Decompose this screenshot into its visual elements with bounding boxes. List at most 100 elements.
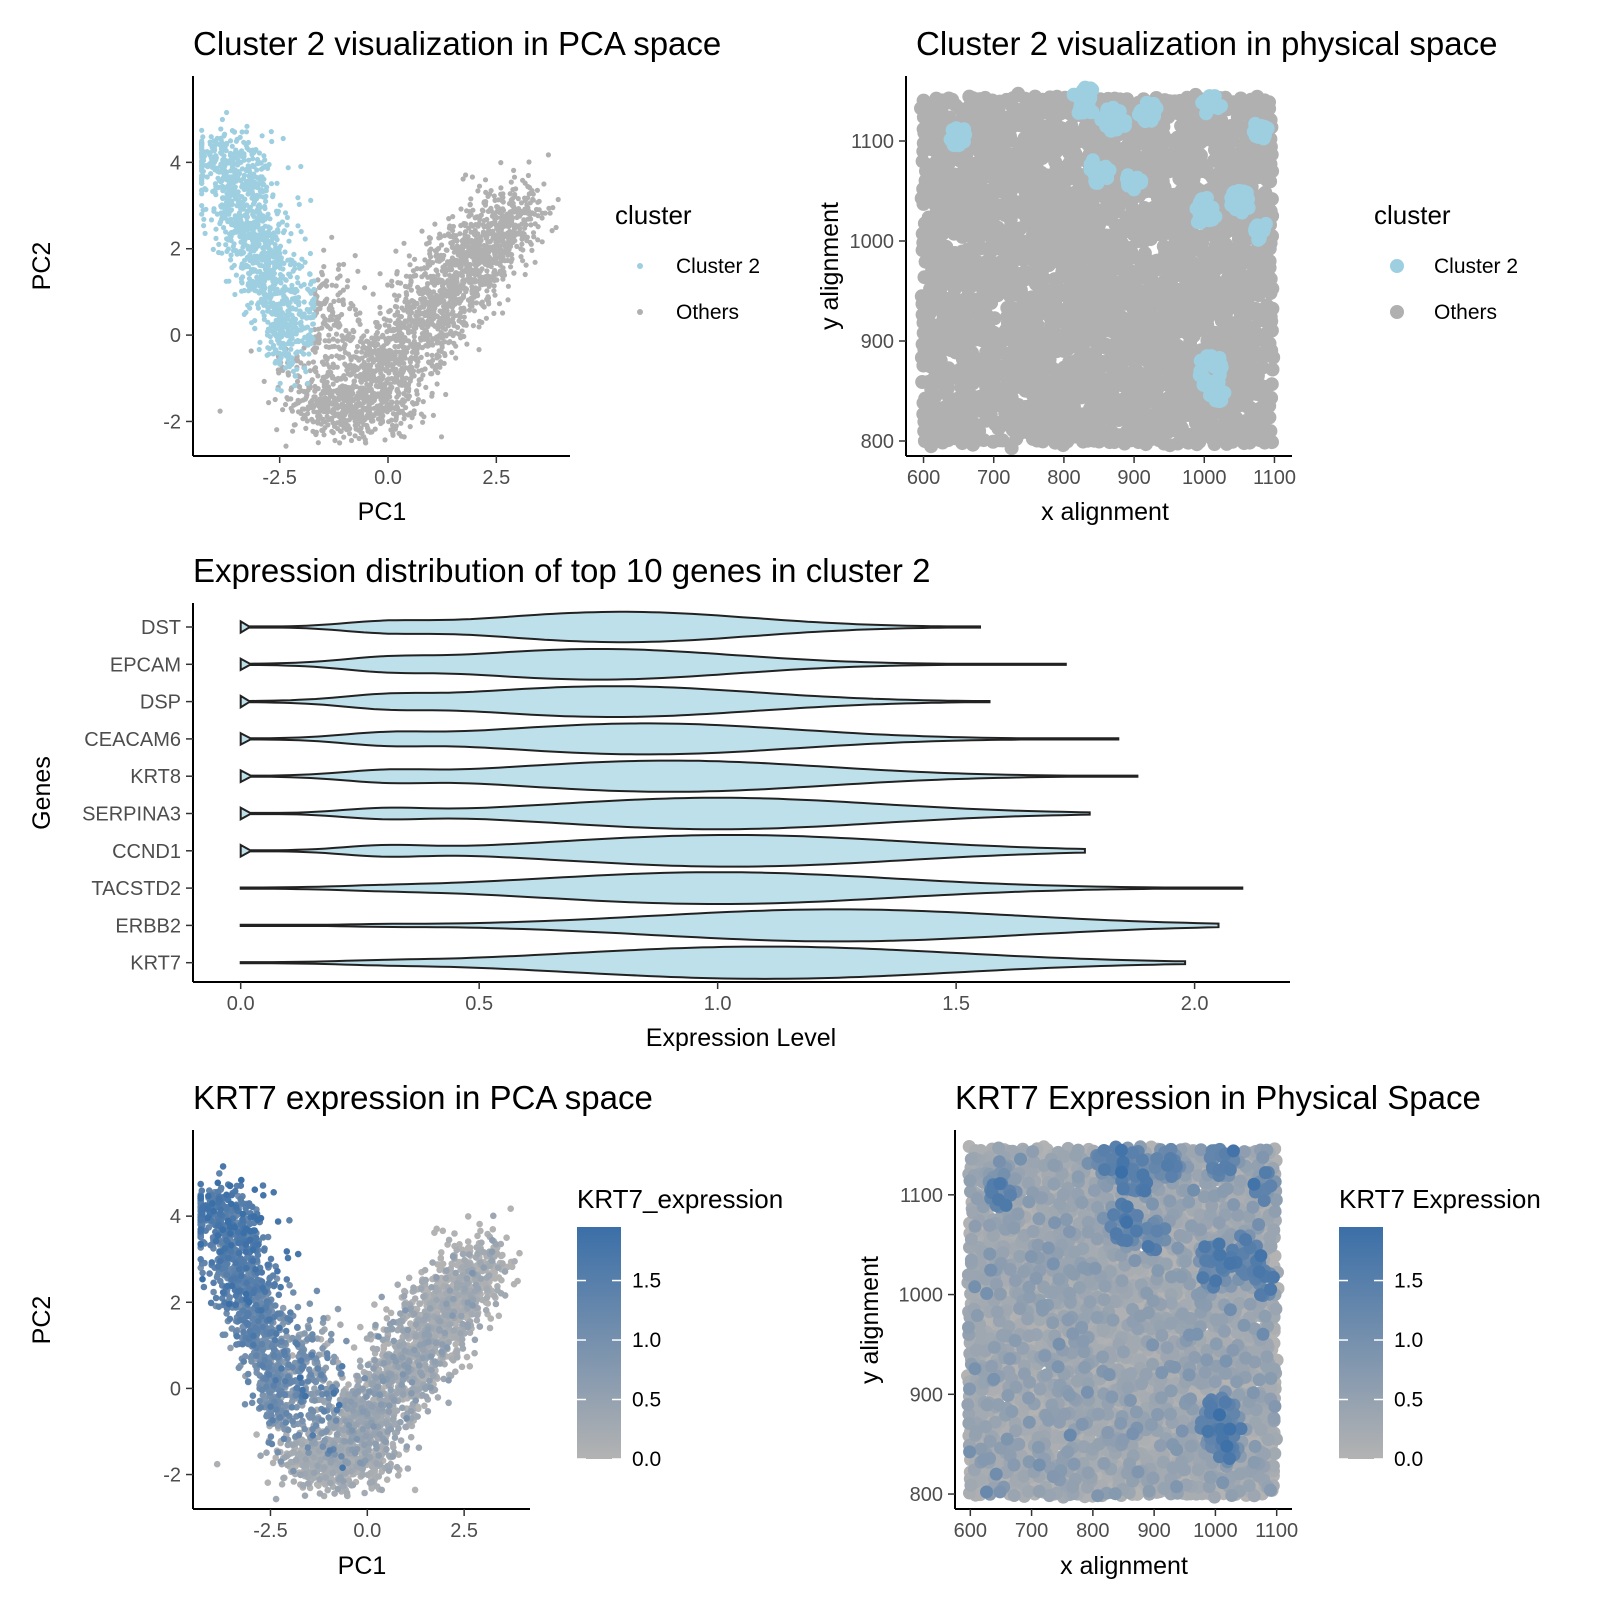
pca-cluster-point-others	[419, 367, 425, 373]
pca-cluster-point-cluster2	[277, 202, 283, 208]
pca-cluster-point-cluster2	[294, 349, 300, 355]
pca-cluster-point-others	[429, 276, 435, 282]
pca-cluster-point-cluster2	[249, 195, 255, 201]
pca-cluster-point-others	[433, 276, 439, 283]
pca-cluster-point-cluster2	[310, 321, 316, 327]
pca-cluster-point-others	[430, 412, 436, 418]
pca-cluster-point-others	[340, 300, 346, 306]
pca-cluster-point-cluster2	[199, 163, 205, 169]
pca-cluster-point-cluster2	[235, 189, 241, 195]
pca-cluster-point-others	[424, 351, 430, 358]
pca-cluster-point-cluster2	[291, 251, 297, 257]
pca-cluster-point-others	[317, 406, 323, 412]
pca-cluster-point-cluster2	[211, 206, 217, 212]
pca-cluster-point-others	[352, 433, 358, 439]
pca-cluster-point-cluster2	[281, 228, 287, 234]
pca-cluster-point-others	[335, 375, 341, 381]
pca-cluster-point-others	[396, 360, 402, 366]
pca-cluster-point-others	[360, 340, 366, 346]
pca-cluster-point-cluster2	[247, 176, 253, 182]
pca-cluster-point-cluster2	[308, 315, 314, 321]
pca-cluster-point-cluster2	[277, 319, 283, 325]
pca-cluster-point-others	[394, 271, 400, 277]
pca-cluster-point-others	[430, 336, 436, 342]
pca-cluster-xlabel: PC1	[358, 498, 407, 526]
pca-cluster-point-others	[378, 397, 384, 403]
pca-cluster-point-others	[423, 384, 429, 390]
pca-cluster-point-cluster2	[271, 342, 277, 349]
pca-cluster-point-others	[407, 359, 413, 365]
pca-cluster-point-cluster2	[225, 246, 231, 252]
pca-cluster-point-cluster2	[233, 161, 239, 167]
pca-cluster-point-others	[398, 433, 404, 439]
pca-cluster-point-cluster2	[241, 139, 247, 145]
pca-cluster-point-cluster2	[239, 288, 245, 294]
pca-cluster-point-others	[434, 292, 440, 298]
pca-cluster-point-others	[402, 355, 408, 361]
pca-cluster-point-others	[383, 336, 389, 342]
pca-cluster-point-others	[323, 322, 330, 328]
pca-cluster-point-others	[539, 239, 545, 245]
pca-cluster-point-cluster2	[226, 182, 232, 188]
pca-cluster-point-cluster2	[261, 290, 268, 296]
pca-cluster-point-cluster2	[255, 260, 261, 266]
pca-cluster-point-cluster2	[288, 346, 294, 352]
pca-cluster-point-others	[444, 247, 450, 253]
pca-cluster-point-others	[393, 417, 399, 423]
pca-cluster-point-cluster2	[224, 169, 230, 175]
pca-cluster-point-others	[319, 359, 325, 365]
pca-cluster-point-others	[410, 268, 416, 274]
pca-cluster-point-others	[438, 434, 445, 440]
pca-cluster-point-others	[327, 387, 333, 393]
pca-cluster-point-others	[508, 229, 514, 235]
pca-cluster-point-others	[467, 275, 473, 281]
pca-cluster-point-others	[407, 424, 413, 430]
pca-cluster-point-others	[520, 258, 526, 264]
pca-cluster-point-others	[546, 205, 552, 211]
pca-cluster-point-others	[288, 405, 294, 411]
pca-cluster-point-others	[395, 309, 401, 315]
pca-cluster-point-others	[404, 303, 410, 309]
pca-cluster-point-others	[315, 373, 321, 379]
pca-cluster-point-cluster2	[199, 175, 205, 181]
pca-cluster-point-others	[340, 402, 346, 408]
pca-cluster-point-others	[505, 252, 511, 258]
pca-cluster-point-others	[332, 400, 338, 407]
pca-cluster-point-cluster2	[263, 198, 269, 204]
pca-cluster-point-cluster2	[262, 223, 268, 229]
pca-cluster-point-others	[311, 345, 317, 351]
pca-cluster-point-others	[274, 427, 280, 433]
pca-cluster-point-cluster2	[206, 161, 212, 167]
pca-cluster-point-cluster2	[289, 355, 295, 361]
pca-cluster-point-others	[399, 351, 405, 357]
pca-cluster-point-cluster2	[247, 169, 253, 175]
pca-cluster-point-cluster2	[289, 312, 295, 318]
pca-cluster-point-others	[475, 214, 481, 220]
pca-cluster-point-cluster2	[298, 163, 304, 170]
pca-cluster-point-others	[396, 293, 402, 299]
pca-cluster-point-others	[291, 422, 297, 428]
pca-cluster-point-others	[541, 181, 547, 187]
pca-cluster-point-others	[550, 205, 556, 211]
pca-cluster-point-others	[418, 288, 424, 294]
pca-cluster-point-cluster2	[245, 139, 251, 146]
pca-cluster-point-cluster2	[199, 203, 205, 209]
pca-cluster-point-others	[479, 249, 485, 255]
pca-cluster-point-cluster2	[269, 270, 275, 276]
pca-cluster-point-cluster2	[227, 193, 233, 199]
pca-cluster-point-others	[463, 286, 470, 292]
pca-cluster-point-others	[359, 349, 365, 355]
pca-cluster-point-others	[494, 215, 500, 221]
pca-cluster-point-others	[352, 307, 359, 313]
pca-cluster-point-cluster2	[257, 268, 263, 275]
pca-cluster-point-others	[411, 338, 417, 344]
pca-cluster-point-others	[457, 231, 463, 237]
pca-cluster-point-others	[420, 318, 426, 324]
pca-cluster-point-cluster2	[275, 247, 281, 253]
pca-cluster-point-others	[408, 369, 414, 375]
pca-cluster-point-others	[328, 302, 334, 308]
pca-cluster-point-others	[450, 277, 456, 283]
pca-cluster-legend-title: cluster	[615, 200, 692, 230]
pca-cluster-point-others	[325, 422, 331, 428]
pca-cluster-point-others	[496, 301, 503, 307]
